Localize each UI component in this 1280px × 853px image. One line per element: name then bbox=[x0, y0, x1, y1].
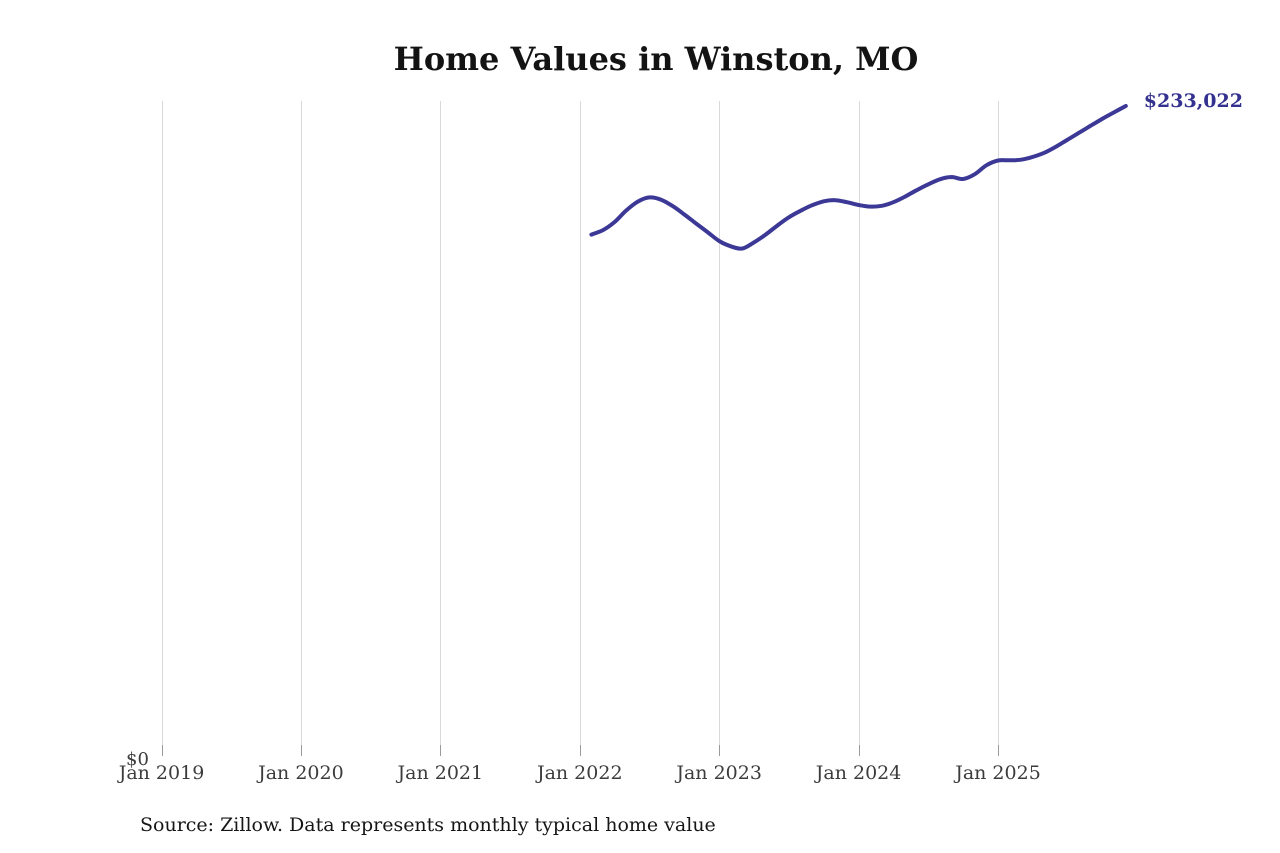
gridline bbox=[579, 101, 581, 745]
axis-tick bbox=[858, 745, 860, 756]
gridline bbox=[440, 101, 442, 745]
home-value-line bbox=[589, 104, 1128, 251]
x-axis-label: Jan 2023 bbox=[676, 762, 762, 784]
chart-title: Home Values in Winston, MO bbox=[393, 40, 919, 78]
x-axis-label: Jan 2021 bbox=[397, 762, 484, 784]
x-axis-label: Jan 2020 bbox=[258, 762, 344, 784]
gridline bbox=[719, 101, 721, 745]
axis-tick bbox=[161, 745, 163, 756]
x-axis-label: Jan 2022 bbox=[536, 762, 623, 784]
x-axis-label: Jan 2019 bbox=[118, 762, 205, 784]
gridline bbox=[300, 101, 302, 745]
y-axis-zero-label: $0 bbox=[126, 749, 149, 770]
axis-tick bbox=[440, 745, 442, 756]
gridline bbox=[858, 101, 860, 745]
x-axis-label: Jan 2025 bbox=[955, 762, 1041, 784]
axis-tick bbox=[719, 745, 721, 756]
gridline bbox=[998, 101, 999, 745]
axis-tick bbox=[300, 745, 302, 756]
gridline bbox=[161, 101, 163, 745]
axis-tick bbox=[998, 745, 999, 756]
axis-tick bbox=[579, 745, 581, 756]
x-axis-label: Jan 2024 bbox=[815, 762, 902, 784]
source-note: Source: Zillow. Data represents monthly … bbox=[140, 814, 716, 836]
latest-value-label: $233,022 bbox=[1143, 90, 1243, 112]
